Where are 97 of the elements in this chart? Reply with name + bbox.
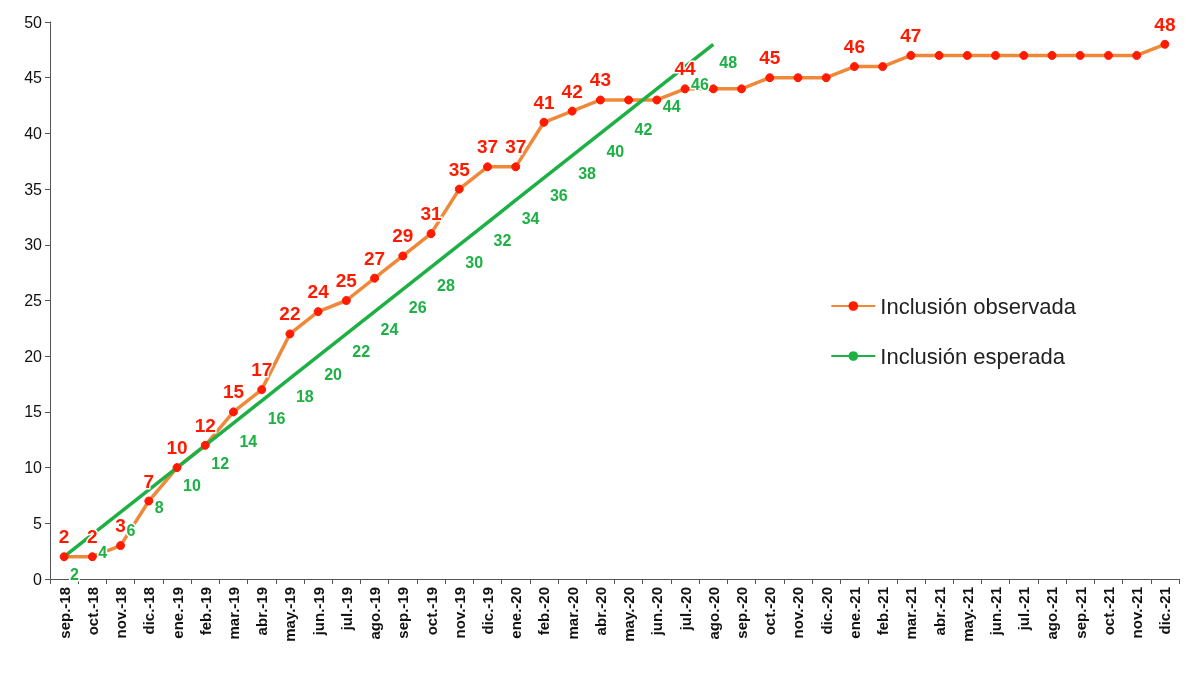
x-tick-label: feb.-20 bbox=[535, 587, 553, 636]
x-tick-label: oct.-18 bbox=[83, 587, 101, 636]
x-tick-label: ago.-19 bbox=[366, 587, 384, 640]
x-tick-label: oct.-19 bbox=[422, 587, 440, 636]
y-tick-label: 0 bbox=[33, 570, 43, 588]
x-tick-label: dic.-21 bbox=[1156, 587, 1174, 635]
data-label: 34 bbox=[521, 209, 540, 227]
data-label: 20 bbox=[324, 365, 343, 383]
x-tick-label: oct.-21 bbox=[1099, 587, 1117, 636]
x-tick-label: mar.-19 bbox=[224, 587, 242, 640]
data-label: 43 bbox=[589, 69, 611, 91]
data-label: 27 bbox=[364, 247, 386, 269]
data-label: 48 bbox=[1154, 13, 1176, 35]
data-label: 10 bbox=[183, 477, 201, 495]
data-label: 15 bbox=[222, 381, 245, 403]
x-tick-label: may.-19 bbox=[281, 587, 299, 642]
x-tick-label: jul.-20 bbox=[676, 587, 694, 632]
y-tick-label: 10 bbox=[24, 459, 43, 477]
x-tick-label: jun.-20 bbox=[648, 587, 666, 637]
x-tick-label: mar.-20 bbox=[563, 587, 581, 640]
data-label: 42 bbox=[634, 120, 653, 138]
data-label: 28 bbox=[437, 276, 455, 294]
data-label: 25 bbox=[335, 270, 358, 291]
data-label: 31 bbox=[420, 203, 443, 225]
x-tick-label: sep.-21 bbox=[1071, 587, 1089, 639]
y-tick-label: 45 bbox=[24, 69, 43, 87]
data-label: 29 bbox=[392, 225, 414, 247]
data-label: 30 bbox=[465, 254, 484, 272]
x-tick-label: ene.-21 bbox=[845, 587, 863, 639]
x-tick-label: oct.-20 bbox=[761, 587, 779, 636]
x-tick-label: abr.-21 bbox=[930, 587, 948, 636]
x-tick-label: nov.-20 bbox=[789, 587, 807, 639]
x-tick-label: may.-20 bbox=[620, 587, 638, 642]
data-label: 12 bbox=[211, 454, 230, 472]
y-tick-label: 40 bbox=[24, 124, 43, 142]
data-label: 48 bbox=[719, 53, 738, 71]
data-label: 16 bbox=[267, 410, 286, 428]
data-label: 22 bbox=[279, 303, 301, 325]
x-tick-label: jul.-21 bbox=[1015, 587, 1033, 632]
data-label: 8 bbox=[154, 499, 164, 517]
data-label: 17 bbox=[251, 359, 273, 381]
data-label: 45 bbox=[759, 47, 781, 69]
data-label: 10 bbox=[166, 437, 188, 459]
data-label: 18 bbox=[295, 387, 314, 405]
x-tick-label: jun.-19 bbox=[309, 587, 327, 637]
y-tick-label: 5 bbox=[33, 514, 43, 532]
x-tick-label: feb.-21 bbox=[874, 587, 892, 636]
y-tick-label: 20 bbox=[24, 347, 43, 365]
x-tick-label: abr.-19 bbox=[253, 587, 271, 636]
data-label: 36 bbox=[549, 187, 568, 205]
y-tick-label: 25 bbox=[24, 292, 43, 309]
data-label: 38 bbox=[578, 165, 597, 183]
y-tick-label: 30 bbox=[24, 236, 43, 254]
data-label: 32 bbox=[493, 232, 512, 250]
data-label: 41 bbox=[533, 91, 555, 113]
x-tick-label: dic.-20 bbox=[817, 587, 835, 635]
x-tick-label: jul.-19 bbox=[337, 587, 355, 632]
data-label: 37 bbox=[476, 136, 499, 158]
data-label: 24 bbox=[307, 281, 330, 303]
data-label: 6 bbox=[126, 521, 136, 539]
data-label: 42 bbox=[561, 80, 583, 102]
data-label: 24 bbox=[380, 321, 399, 339]
x-tick-label: abr.-20 bbox=[591, 587, 609, 636]
data-label: 35 bbox=[448, 158, 471, 180]
data-label: 22 bbox=[352, 343, 371, 361]
x-tick-label: ago.-20 bbox=[704, 587, 722, 640]
x-tick-label: feb.-19 bbox=[196, 587, 214, 636]
data-label: 46 bbox=[843, 36, 865, 58]
data-label: 2 bbox=[58, 526, 70, 548]
x-tick-label: mar.-21 bbox=[902, 587, 920, 640]
data-label: 47 bbox=[900, 24, 922, 46]
x-tick-label: ago.-21 bbox=[1043, 587, 1061, 640]
data-label: 37 bbox=[505, 136, 527, 158]
x-tick-label: jun.-21 bbox=[987, 587, 1005, 637]
data-label: 44 bbox=[662, 98, 681, 116]
legend-label: Inclusión esperada bbox=[880, 343, 1066, 369]
data-label: 12 bbox=[194, 414, 216, 436]
x-tick-label: nov.-21 bbox=[1128, 587, 1146, 639]
x-tick-label: ene.-19 bbox=[168, 587, 186, 639]
x-tick-label: nov.-19 bbox=[450, 587, 468, 639]
x-tick-label: sep.-20 bbox=[733, 587, 751, 639]
y-tick-label: 50 bbox=[24, 13, 43, 31]
x-tick-label: sep.-18 bbox=[55, 587, 73, 639]
data-label: 40 bbox=[606, 142, 625, 160]
x-tick-label: ene.-20 bbox=[507, 587, 525, 639]
x-tick-label: sep.-19 bbox=[394, 587, 412, 639]
legend-label: Inclusión observada bbox=[880, 293, 1077, 319]
y-tick-label: 35 bbox=[24, 180, 43, 198]
x-tick-label: dic.-19 bbox=[478, 587, 496, 635]
x-tick-label: may.-21 bbox=[958, 587, 976, 642]
data-label: 14 bbox=[239, 432, 258, 450]
data-label: 7 bbox=[143, 470, 155, 492]
data-label: 26 bbox=[408, 298, 427, 316]
y-tick-label: 15 bbox=[24, 403, 43, 421]
data-label: 3 bbox=[115, 515, 126, 537]
x-tick-label: nov.-18 bbox=[112, 587, 130, 639]
x-tick-label: dic.-18 bbox=[140, 587, 158, 635]
